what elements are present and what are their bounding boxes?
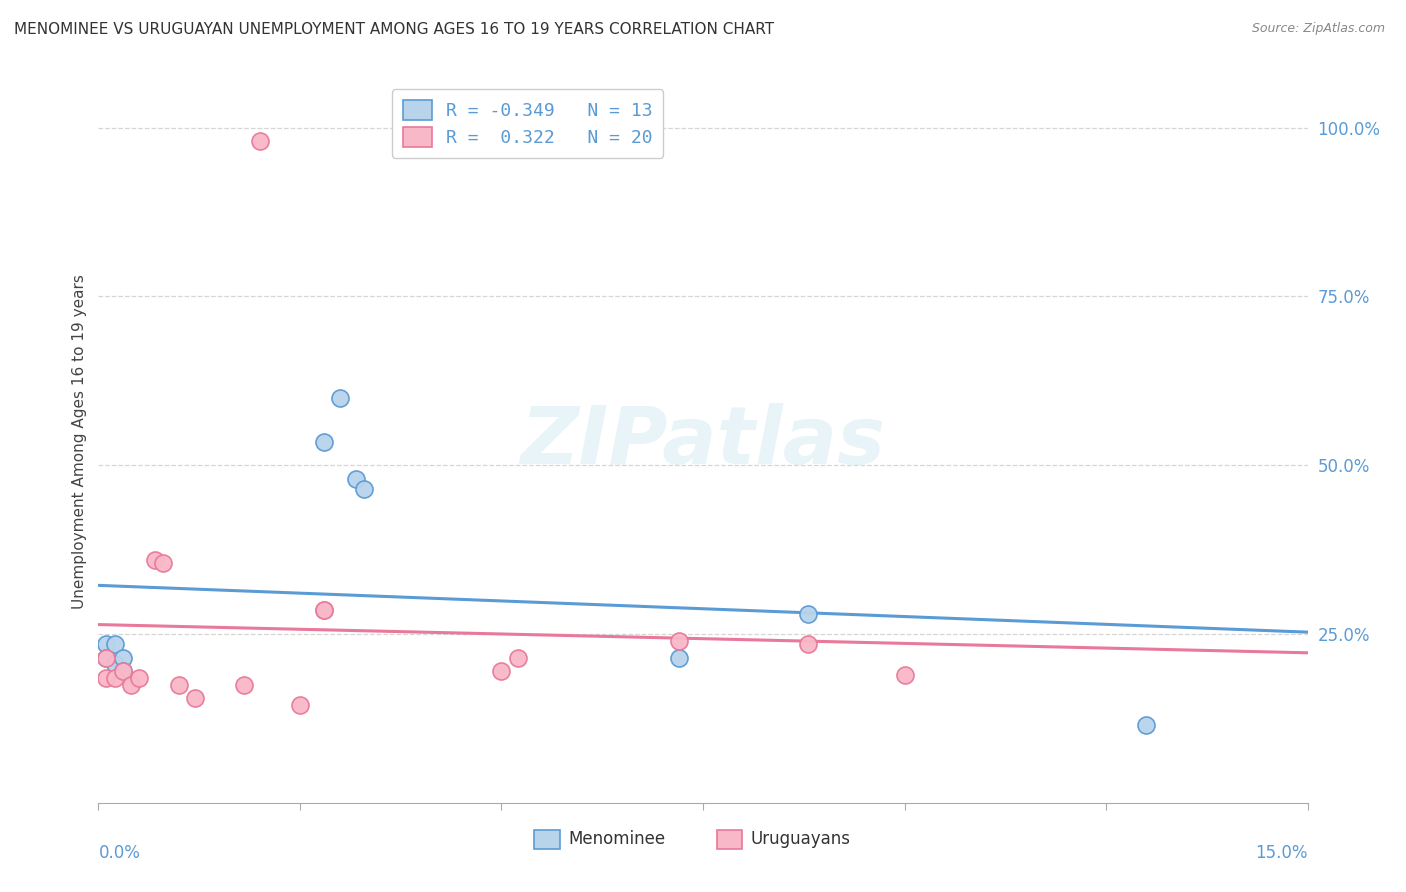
Point bbox=[96, 671, 118, 685]
Point bbox=[167, 678, 190, 692]
Text: MENOMINEE VS URUGUAYAN UNEMPLOYMENT AMONG AGES 16 TO 19 YEARS CORRELATION CHART: MENOMINEE VS URUGUAYAN UNEMPLOYMENT AMON… bbox=[14, 22, 775, 37]
Point bbox=[143, 552, 166, 566]
Point bbox=[111, 664, 134, 678]
Point bbox=[288, 698, 311, 712]
Point bbox=[314, 603, 336, 617]
Point bbox=[344, 472, 367, 486]
Y-axis label: Unemployment Among Ages 16 to 19 years: Unemployment Among Ages 16 to 19 years bbox=[72, 274, 87, 609]
Point bbox=[314, 434, 336, 449]
Point bbox=[329, 391, 352, 405]
Point bbox=[96, 650, 118, 665]
Legend: R = -0.349   N = 13, R =  0.322   N = 20: R = -0.349 N = 13, R = 0.322 N = 20 bbox=[392, 89, 664, 158]
Point bbox=[120, 678, 142, 692]
Point bbox=[249, 134, 271, 148]
Point bbox=[111, 664, 134, 678]
Text: Menominee: Menominee bbox=[568, 830, 665, 848]
Point bbox=[184, 691, 207, 706]
Point bbox=[353, 482, 375, 496]
Point bbox=[668, 650, 690, 665]
Point bbox=[668, 633, 690, 648]
Text: 15.0%: 15.0% bbox=[1256, 845, 1308, 863]
Point bbox=[893, 667, 915, 681]
Text: 0.0%: 0.0% bbox=[98, 845, 141, 863]
Point bbox=[797, 637, 820, 651]
Point bbox=[128, 671, 150, 685]
Point bbox=[96, 637, 118, 651]
Text: Uruguayans: Uruguayans bbox=[751, 830, 851, 848]
Point bbox=[314, 603, 336, 617]
Point bbox=[152, 556, 174, 570]
Point bbox=[232, 678, 254, 692]
Point bbox=[491, 664, 513, 678]
Point bbox=[103, 637, 125, 651]
Text: Source: ZipAtlas.com: Source: ZipAtlas.com bbox=[1251, 22, 1385, 36]
Point bbox=[797, 607, 820, 621]
Point bbox=[111, 650, 134, 665]
Text: ZIPatlas: ZIPatlas bbox=[520, 402, 886, 481]
Point bbox=[103, 671, 125, 685]
Point bbox=[1135, 718, 1157, 732]
Point bbox=[103, 657, 125, 672]
Point bbox=[96, 650, 118, 665]
Point bbox=[506, 650, 529, 665]
